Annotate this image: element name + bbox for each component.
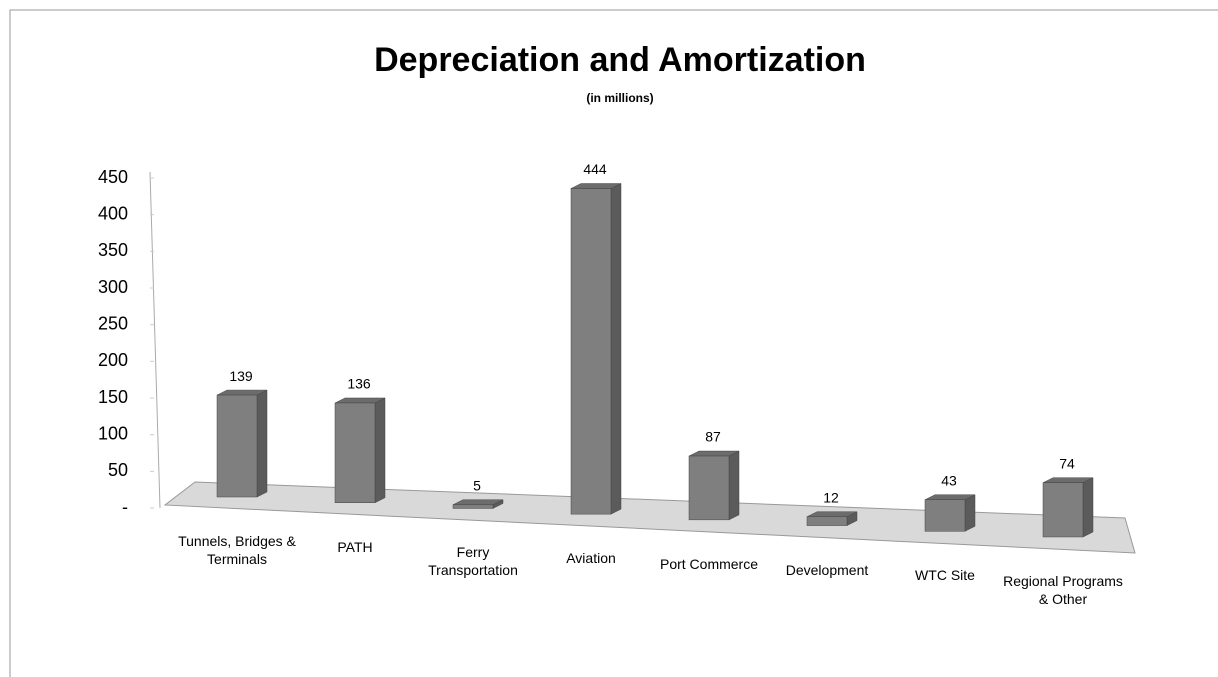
x-tick-label: Tunnels, Bridges & Terminals — [178, 533, 296, 567]
bar-front — [924, 499, 966, 532]
bar — [216, 389, 268, 498]
y-tick-label: 200 — [98, 350, 128, 370]
x-tick-label: WTC Site — [915, 567, 975, 584]
bar — [688, 450, 740, 521]
y-tick-label: - — [122, 497, 128, 517]
bar — [334, 397, 386, 504]
value-label: 12 — [823, 489, 839, 505]
x-tick-label: Port Commerce — [659, 555, 759, 572]
y-tick-label: 450 — [98, 167, 128, 187]
y-tick-label: 250 — [98, 313, 128, 333]
value-label: 5 — [473, 477, 481, 493]
bar-front — [570, 188, 612, 515]
value-label: 87 — [705, 429, 721, 445]
bar-front — [688, 455, 730, 521]
x-tick-label: Regional Programs & Other — [1003, 572, 1123, 607]
value-label: 43 — [941, 472, 957, 488]
bar-side — [1082, 477, 1094, 538]
chart-title: Depreciation and Amortization — [374, 41, 866, 79]
y-tick-label: 50 — [108, 460, 128, 480]
y-tick-label: 300 — [98, 277, 128, 297]
x-tick-label: Ferry Transportation — [428, 544, 518, 579]
bar-side — [610, 183, 622, 515]
x-tick-label: Aviation — [566, 550, 616, 567]
bar — [806, 511, 858, 526]
y-tick-label: 400 — [98, 203, 128, 223]
bar — [924, 494, 976, 532]
bar-front — [806, 516, 848, 526]
bar-side — [374, 397, 386, 504]
x-tick-label: Development — [785, 561, 869, 578]
frame — [9, 9, 1218, 677]
bar-front — [334, 402, 376, 503]
value-label: 444 — [583, 161, 607, 177]
bar-side — [256, 389, 268, 498]
value-label: 74 — [1059, 455, 1075, 471]
y-axis — [149, 171, 161, 509]
bar-side — [728, 450, 740, 521]
y-tick-label: 150 — [98, 387, 128, 407]
chart-subtitle: (in millions) — [586, 91, 653, 105]
bar-front — [452, 504, 494, 509]
y-tick-label: 100 — [98, 423, 128, 443]
floor — [163, 481, 1136, 554]
x-tick-label: PATH — [337, 538, 373, 555]
value-label: 139 — [229, 368, 253, 384]
bar — [452, 499, 504, 509]
bar-front — [216, 394, 258, 498]
bar-front — [1042, 482, 1084, 538]
bar — [570, 183, 622, 515]
value-label: 136 — [347, 376, 371, 392]
bar — [1042, 477, 1094, 538]
bar-side — [964, 494, 976, 532]
y-tick-label: 350 — [98, 240, 128, 260]
